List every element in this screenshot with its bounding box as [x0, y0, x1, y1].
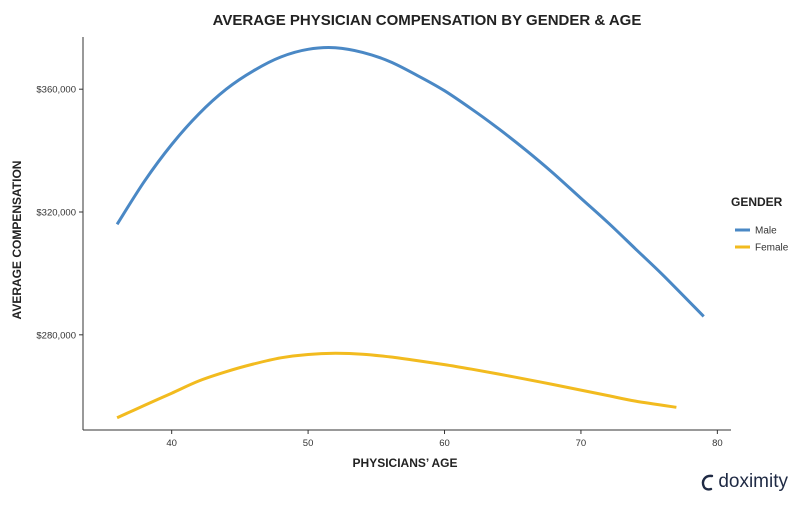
- y-axis-title: AVERAGE COMPENSATION: [10, 161, 24, 320]
- series-line-male: [115, 46, 705, 318]
- axes: 40 50 60 70 80 $280,000 $320,000 $360,000: [36, 37, 731, 449]
- legend: GENDER Male Female: [731, 195, 789, 254]
- legend-label-female: Female: [755, 243, 789, 254]
- chart-title: AVERAGE PHYSICIAN COMPENSATION BY GENDER…: [213, 12, 642, 29]
- x-tick-label: 50: [303, 438, 314, 449]
- legend-title: GENDER: [731, 195, 783, 209]
- series-layer: [115, 46, 705, 420]
- doximity-logo: doximity: [700, 471, 788, 493]
- doximity-swoosh-icon: [702, 474, 714, 491]
- y-tick-label: $360,000: [36, 85, 76, 96]
- x-tick-label: 80: [712, 438, 723, 449]
- x-tick-label: 70: [576, 438, 587, 449]
- legend-label-male: Male: [755, 226, 777, 237]
- series-line-female: [116, 351, 677, 420]
- y-tick-label: $280,000: [36, 330, 76, 341]
- y-tick-label: $320,000: [36, 208, 76, 219]
- brand-name: doximity: [718, 471, 788, 492]
- x-tick-label: 60: [439, 438, 450, 449]
- x-axis-title: PHYSICIANS’ AGE: [353, 456, 458, 470]
- x-tick-label: 40: [166, 438, 177, 449]
